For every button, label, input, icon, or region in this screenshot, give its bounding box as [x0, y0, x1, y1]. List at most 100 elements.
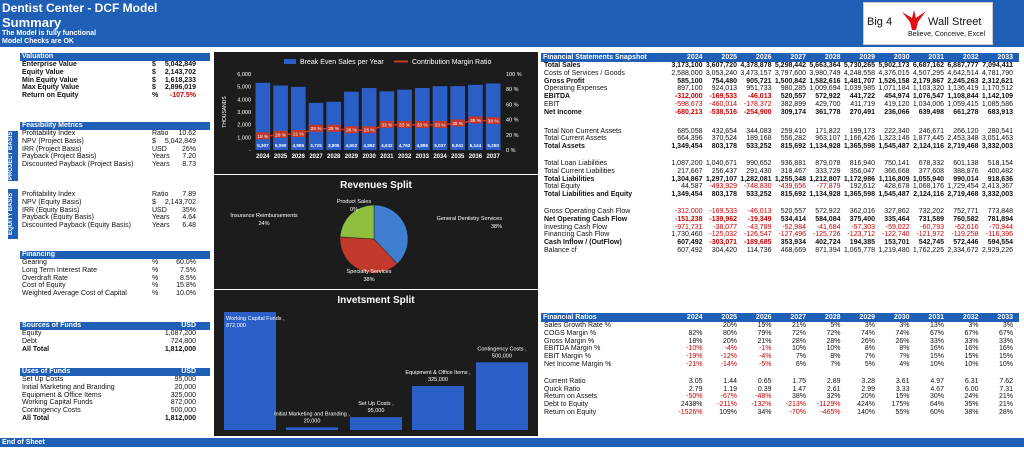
row-cell: 1,059,415 — [947, 100, 979, 108]
row-cell: 520,557 — [780, 93, 806, 101]
row-cell: 199,173 — [849, 127, 875, 135]
row-cell: 1,087,200 — [671, 159, 703, 167]
pie-slice-label: General Dentistry Services — [437, 216, 503, 222]
row-cell: 3,053,240 — [705, 69, 737, 77]
fs-title: Financial Statements Snapshot — [543, 54, 647, 61]
row-cell: 980,285 — [780, 85, 806, 93]
row-cell: 18% — [688, 337, 703, 345]
pct-data-label: 28 % — [311, 126, 323, 132]
row-cell: 344,083 — [746, 127, 772, 135]
row-cell: 3,332,003 — [981, 191, 1013, 199]
row-cell: 356,047 — [849, 167, 875, 175]
row-cell: 601,138 — [953, 159, 979, 167]
row-cell: 16% — [998, 345, 1013, 353]
revenues-split-chart-svg: Revenues Split General Dentistry Services… — [230, 180, 503, 283]
row-label: Total Non Current Assets — [544, 127, 622, 135]
row-unit: $ — [152, 198, 156, 206]
header-banner: Dentist Center - DCF Model Summary The M… — [0, 0, 1024, 47]
row-value: 1,812,000 — [164, 345, 196, 353]
row-cell: 3.28 — [861, 377, 875, 385]
break-even-bar — [290, 86, 306, 150]
fs-row: Net Income -680,213 -538,516 -254,900 309,17… — [541, 109, 1019, 117]
year-header: 2029 — [859, 54, 875, 61]
logo-text-big4: Big 4 — [867, 16, 893, 28]
row-cell: 21% — [998, 401, 1013, 409]
row-cell: 375,400 — [849, 215, 875, 223]
pct-label-box — [486, 117, 501, 125]
row-cell: 64% — [929, 401, 944, 409]
row-cell: 441,722 — [849, 93, 875, 101]
end-of-sheet: End of Sheet — [0, 438, 1024, 447]
fs-row: Total Non Current Assets 685,058 432,654 34… — [541, 128, 1019, 136]
row-cell: 732,202 — [918, 207, 944, 215]
row-cell: 67% — [929, 329, 944, 337]
feasibility-project-row: IRR (Project Basis) USD 26% — [20, 146, 210, 154]
row-cell: 1,009,694 — [809, 85, 841, 93]
row-cell: 6% — [795, 360, 806, 368]
row-unit: Years — [152, 161, 170, 169]
row-cell: 468,669 — [780, 246, 806, 254]
row-cell: 15% — [929, 353, 944, 361]
row-cell: 4.97 — [930, 377, 944, 385]
pct-label-box — [291, 130, 306, 138]
row-label: Total Current Assets — [544, 135, 607, 143]
investment-split-chart: Invetsment Split Working Capital Funds ,8… — [214, 290, 538, 436]
row-cell: 879,078 — [815, 159, 841, 167]
row-unit: % — [152, 266, 159, 274]
row-cell: 754,480 — [711, 77, 737, 85]
row-cell: 918,636 — [987, 175, 1013, 183]
row-cell: 2,413,367 — [981, 183, 1013, 191]
revenues-split-chart: Revenues Split General Dentistry Services… — [214, 175, 538, 289]
pct-data-label: 26 % — [364, 128, 376, 134]
row-cell: 3.33 — [895, 385, 910, 393]
row-label: Total Loan Liabilities — [544, 159, 608, 167]
row-unit: Years — [152, 214, 170, 222]
row-value: 15.8% — [176, 282, 196, 290]
row-value: 35% — [181, 206, 196, 214]
row-cell: 1,040,671 — [705, 159, 737, 167]
row-value: 2,896,019 — [164, 84, 196, 92]
row-cell: 2,124,116 — [913, 143, 944, 151]
row-label: Balance cf — [544, 246, 577, 254]
row-cell: -46,013 — [747, 93, 772, 101]
row-cell: 55% — [895, 408, 910, 416]
row-cell: 905,721 — [746, 77, 772, 85]
investment-split-chart-svg: Invetsment Split Working Capital Funds ,8… — [224, 295, 528, 430]
row-cell: -1129% — [816, 401, 841, 409]
y-left-tick: - — [249, 148, 251, 154]
investment-bar — [224, 312, 276, 430]
row-label: Debt to Equity — [544, 401, 588, 409]
valuation: Valuation Enterprise Value $5,042,849 Equit… — [20, 53, 210, 100]
row-cell: 6.00 — [964, 385, 979, 393]
pie-slice-label: Specialty Services — [347, 269, 392, 275]
row-cell: 1,108,844 — [947, 93, 979, 101]
row-value: 325,000 — [170, 391, 196, 399]
pie-slice — [339, 204, 375, 240]
row-cell: 572,922 — [815, 207, 841, 215]
row-cell: 3,473,157 — [740, 69, 772, 77]
sources-of-funds-row: Debt 724,800 — [20, 338, 210, 346]
bar-data-label: 4,986 — [293, 143, 305, 148]
investment-value: 20,000 — [304, 418, 321, 424]
valuation-row: Equity Value $2,143,702 — [20, 69, 210, 77]
year-header: 2024 — [686, 54, 703, 61]
fs-row: Operating Expenses 897,100 924,013 951,733 9… — [541, 85, 1019, 93]
year-header: 2030 — [893, 314, 910, 321]
brand-logo: Big 4 Wall Street Believe, Conceive, Exc… — [863, 2, 993, 45]
row-value: 8.73 — [182, 161, 196, 169]
legend-line-label: Contribution Margin Ratio — [412, 59, 491, 66]
row-cell: 74% — [860, 329, 875, 337]
row-cell: 429,700 — [815, 100, 841, 108]
row-cell: 1,068,176 — [912, 183, 944, 191]
row-cell: -598,673 — [674, 100, 703, 108]
row-cell: 897,100 — [677, 85, 703, 93]
row-unit: % — [152, 290, 159, 298]
fs-row: Total Liabilities and Equity 1,349,454 803… — [541, 191, 1019, 199]
investment-label: Contingency Costs , — [477, 346, 527, 352]
row-cell: -460,014 — [709, 100, 737, 108]
row-cell: 270,491 — [849, 108, 875, 116]
fs-row: Gross Operating Cash Flow -312,000 -169,53… — [541, 208, 1019, 216]
row-cell: 815,692 — [780, 143, 806, 151]
row-label: EBIT — [544, 100, 560, 108]
row-cell: -125,726 — [812, 231, 841, 239]
